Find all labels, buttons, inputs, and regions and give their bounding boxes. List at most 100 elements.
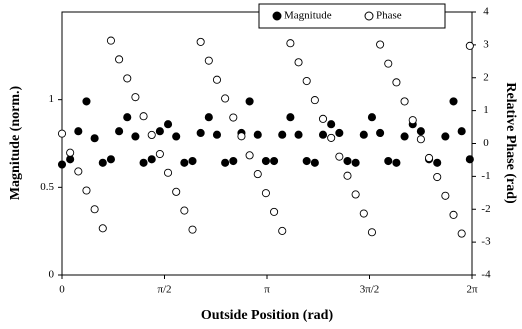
point: [376, 128, 385, 138]
plot-frame: [61, 11, 473, 276]
point: [221, 158, 230, 167]
point: [82, 97, 91, 106]
y2-tick-label: 4: [483, 6, 489, 18]
point: [310, 96, 319, 105]
point: [163, 120, 173, 129]
point: [261, 189, 270, 198]
point: [449, 210, 458, 219]
legend-label: Phase: [376, 10, 402, 22]
point: [425, 153, 434, 163]
legend-label: Magnitude: [284, 10, 332, 22]
y2-tick-label: 1: [483, 104, 489, 116]
point: [327, 120, 336, 129]
point: [392, 158, 401, 167]
point: [400, 132, 409, 141]
x-tick-label: 2π: [466, 284, 478, 296]
point: [74, 167, 83, 176]
point: [172, 132, 181, 141]
point: [335, 128, 344, 138]
y2-tick-label: -3: [481, 236, 491, 248]
y2-axis-label: Relative Phase (rad): [503, 82, 518, 204]
point: [163, 168, 173, 177]
point: [82, 186, 91, 195]
point: [212, 75, 222, 84]
y2-tick-label: -1: [481, 170, 490, 182]
point: [408, 116, 417, 125]
point: [359, 130, 368, 139]
point: [57, 129, 67, 138]
point: [212, 130, 222, 139]
point: [204, 113, 213, 122]
y2-tick-label: 0: [483, 137, 489, 149]
point: [253, 170, 262, 179]
point: [392, 78, 401, 87]
point: [278, 226, 287, 235]
point: [359, 209, 368, 218]
point: [335, 152, 344, 161]
point: [400, 97, 409, 106]
y2-tick-label: 2: [483, 71, 489, 83]
point: [221, 94, 230, 103]
point: [302, 76, 311, 86]
legend-marker: [364, 11, 374, 21]
point: [416, 135, 425, 144]
legend-marker: [272, 11, 282, 21]
point: [66, 155, 75, 164]
point: [147, 155, 156, 164]
point: [237, 132, 246, 141]
point: [155, 149, 164, 159]
point: [253, 130, 262, 139]
point: [384, 59, 393, 68]
point: [294, 130, 303, 139]
point: [343, 156, 352, 166]
point: [351, 158, 360, 167]
point: [465, 155, 474, 164]
point: [416, 127, 425, 136]
point: [155, 127, 164, 136]
point: [229, 156, 238, 166]
point: [245, 97, 254, 106]
point: [433, 158, 442, 167]
x-tick-label: π/2: [157, 284, 171, 296]
point: [196, 37, 205, 46]
x-tick-label: 3π/2: [360, 284, 380, 296]
point: [261, 156, 270, 166]
point: [384, 156, 393, 166]
point: [367, 228, 377, 237]
y-tick-label: 1: [49, 93, 55, 105]
point: [131, 93, 140, 102]
y-tick-label: 0.5: [40, 181, 54, 193]
point: [318, 130, 328, 139]
point: [139, 158, 148, 167]
y2-tick-label: 3: [483, 38, 489, 50]
point: [172, 187, 181, 196]
point: [180, 206, 189, 215]
legend-box: [258, 3, 446, 29]
point: [180, 158, 189, 167]
y-axis-label: Magnitude (norm.): [8, 86, 23, 201]
point: [327, 133, 336, 142]
x-tick-label: π: [264, 284, 270, 296]
point: [449, 97, 458, 106]
x-tick-label: 0: [59, 284, 65, 296]
point: [310, 158, 319, 167]
point: [139, 112, 148, 121]
point: [123, 113, 132, 122]
point: [188, 156, 197, 166]
y2-tick-label: -4: [481, 269, 491, 281]
point: [270, 156, 279, 166]
point: [90, 205, 99, 214]
point: [188, 225, 197, 234]
point: [286, 39, 295, 48]
point: [74, 127, 83, 136]
point: [106, 36, 115, 45]
point: [465, 41, 474, 50]
point: [204, 56, 213, 65]
point: [367, 113, 377, 122]
point: [66, 148, 75, 157]
point: [90, 134, 99, 143]
point: [123, 74, 132, 83]
point: [98, 224, 107, 233]
point: [147, 130, 156, 140]
